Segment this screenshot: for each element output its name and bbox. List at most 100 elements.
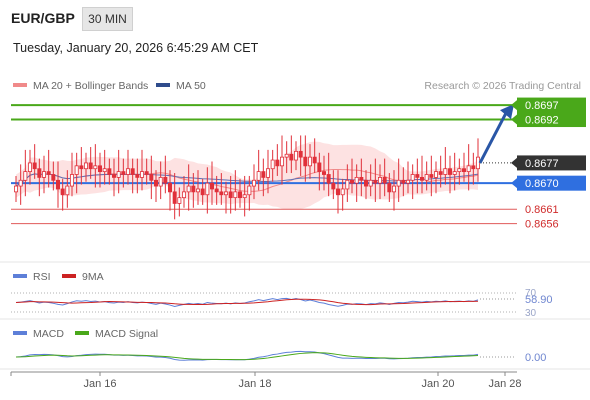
price-tag-pointer bbox=[511, 100, 517, 111]
legend-rsi-label: RSI bbox=[33, 271, 51, 283]
candle bbox=[373, 179, 378, 184]
candle bbox=[46, 171, 51, 175]
candle bbox=[126, 168, 131, 175]
x-axis-tick-label: Jan 16 bbox=[83, 378, 116, 390]
candle bbox=[107, 168, 112, 175]
candle bbox=[466, 165, 471, 173]
macd-signal-swatch bbox=[75, 331, 89, 336]
candle bbox=[289, 153, 294, 161]
candle bbox=[359, 176, 364, 181]
candle bbox=[93, 165, 98, 170]
rsi-line bbox=[15, 297, 479, 308]
candle bbox=[387, 182, 392, 193]
candle bbox=[191, 185, 196, 193]
price-tag-pointer bbox=[511, 157, 517, 168]
candle bbox=[219, 191, 224, 196]
candle bbox=[433, 171, 438, 178]
candle bbox=[452, 171, 457, 175]
candle bbox=[88, 162, 93, 170]
candle bbox=[233, 191, 238, 199]
price-tag bbox=[517, 175, 586, 191]
candle bbox=[223, 191, 228, 196]
candle bbox=[70, 174, 75, 187]
candle bbox=[144, 171, 149, 175]
candle bbox=[424, 174, 429, 181]
candle bbox=[475, 156, 480, 170]
candle bbox=[335, 188, 340, 196]
candle bbox=[13, 185, 18, 193]
candle bbox=[270, 159, 275, 170]
candle bbox=[247, 185, 252, 196]
forecast-arrow bbox=[478, 112, 508, 164]
macd-value-label: 0.00 bbox=[525, 352, 546, 364]
candle bbox=[410, 174, 415, 181]
research-credit: Research © 2026 Trading Central bbox=[424, 80, 581, 92]
timestamp: Tuesday, January 20, 2026 6:45:29 AM CET bbox=[13, 41, 259, 55]
candle bbox=[354, 176, 359, 184]
rsi-value-label: 58.90 bbox=[525, 294, 553, 306]
legend-macd-signal-label: MACD Signal bbox=[95, 328, 159, 340]
rsi-swatch bbox=[13, 274, 27, 279]
candle bbox=[471, 165, 476, 170]
candle bbox=[368, 179, 373, 187]
candle bbox=[23, 171, 28, 181]
candle bbox=[405, 179, 410, 184]
price-tag bbox=[517, 155, 586, 171]
legend-ma50-label: MA 50 bbox=[176, 80, 206, 92]
legend-rsi-ma: 9MA bbox=[62, 271, 104, 283]
legend-ma20-label: MA 20 + Bollinger Bands bbox=[33, 80, 149, 92]
candle bbox=[349, 179, 354, 184]
candle bbox=[214, 188, 219, 193]
x-axis-tick-label: Jan 20 bbox=[421, 378, 454, 390]
price-tag-label: 0.8677 bbox=[525, 158, 559, 170]
price-tag-label: 0.8670 bbox=[525, 178, 559, 190]
candle bbox=[60, 188, 65, 196]
ma50-line bbox=[15, 173, 479, 187]
candle bbox=[461, 168, 466, 173]
ma20-swatch bbox=[13, 83, 27, 88]
candle bbox=[42, 171, 47, 178]
macd-signal-line bbox=[15, 352, 479, 361]
candle bbox=[186, 185, 191, 193]
candle bbox=[205, 182, 210, 196]
candle bbox=[98, 165, 103, 173]
candle bbox=[163, 176, 168, 184]
rsi-level-label: 70 bbox=[525, 288, 537, 299]
candle bbox=[382, 176, 387, 184]
candle bbox=[331, 182, 336, 190]
candle bbox=[195, 188, 200, 193]
forecast-arrow-head bbox=[500, 104, 514, 120]
candle bbox=[443, 168, 448, 175]
legend-macd-signal: MACD Signal bbox=[75, 328, 158, 340]
candle bbox=[293, 150, 298, 161]
legend-rsi-ma-label: 9MA bbox=[82, 271, 104, 283]
candle bbox=[181, 191, 186, 199]
candle bbox=[377, 176, 382, 184]
legend-macd-label: MACD bbox=[33, 328, 64, 340]
candle bbox=[312, 156, 317, 164]
candle bbox=[415, 174, 420, 178]
candle bbox=[158, 176, 163, 187]
candle bbox=[200, 188, 205, 196]
candle bbox=[32, 162, 37, 170]
candle bbox=[303, 156, 308, 167]
candle bbox=[419, 176, 424, 181]
legend-ma50: MA 50 bbox=[156, 80, 206, 92]
candle bbox=[279, 156, 284, 167]
candle bbox=[391, 185, 396, 193]
candle bbox=[37, 168, 42, 178]
price-tag-pointer bbox=[511, 114, 517, 125]
candle bbox=[261, 171, 266, 178]
price-label: 0.8661 bbox=[525, 204, 559, 216]
candle bbox=[112, 174, 117, 178]
price-label: 0.8656 bbox=[525, 219, 559, 231]
timeframe-button[interactable]: 30 MIN bbox=[82, 7, 133, 31]
candle bbox=[326, 174, 331, 184]
candle bbox=[457, 168, 462, 173]
price-tag bbox=[517, 97, 586, 113]
candle bbox=[51, 174, 56, 181]
candle bbox=[340, 188, 345, 196]
candle bbox=[256, 171, 261, 181]
candle bbox=[345, 179, 350, 190]
